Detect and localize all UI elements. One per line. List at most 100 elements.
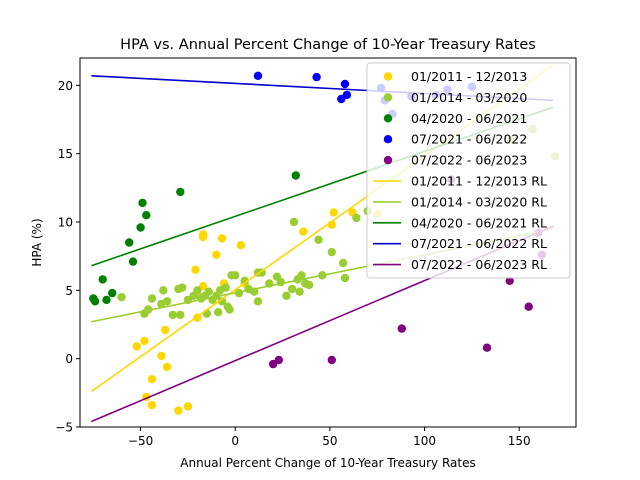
data-point <box>352 213 361 223</box>
x-tick-label: 50 <box>322 434 337 448</box>
legend-label: 04/2020 - 06/2021 RL <box>411 215 547 230</box>
y-axis-label: HPA (%) <box>30 218 44 266</box>
data-point <box>327 355 336 365</box>
legend: 01/2011 - 12/2013 01/2014 - 03/2020 04/202… <box>366 62 571 279</box>
legend-entry: 07/2021 - 06/2022 <box>383 132 527 147</box>
data-point <box>236 241 246 250</box>
data-point <box>140 336 149 346</box>
data-point <box>161 325 170 335</box>
data-point <box>108 288 117 298</box>
data-point <box>212 250 221 259</box>
legend-marker <box>383 135 393 144</box>
data-point <box>282 291 291 300</box>
legend-label: 07/2022 - 06/2023 RL <box>411 257 547 272</box>
data-point <box>287 284 297 294</box>
legend-entry: 07/2022 - 06/2023 RL <box>373 257 547 272</box>
legend-entry: 04/2020 - 06/2021 RL <box>373 215 547 230</box>
legend-label: 01/2014 - 03/2020 RL <box>411 194 547 209</box>
legend-marker <box>383 114 393 123</box>
scatter-series-3 <box>89 171 300 306</box>
legend-label: 07/2021 - 06/2022 <box>411 132 527 147</box>
data-point <box>204 287 213 296</box>
legend-entry: 04/2020 - 06/2021 <box>383 111 527 126</box>
data-point <box>240 276 249 285</box>
data-point <box>102 295 111 305</box>
data-point <box>147 400 157 410</box>
data-point <box>176 310 185 320</box>
data-point <box>304 280 314 290</box>
data-point <box>225 305 234 314</box>
data-point <box>505 276 514 285</box>
chart-title: HPA vs. Annual Percent Change of 10-Year… <box>120 37 536 53</box>
y-tick-label: 10 <box>58 216 73 230</box>
legend-entry: 07/2021 - 06/2022 RL <box>373 236 547 251</box>
data-point <box>168 310 177 320</box>
data-point <box>117 293 126 302</box>
legend-label: 01/2011 - 12/2013 <box>411 69 527 84</box>
data-point <box>342 90 352 100</box>
data-point <box>340 273 350 283</box>
legend-label: 04/2020 - 06/2021 <box>411 111 527 126</box>
data-point <box>291 171 300 180</box>
x-tick-label: 0 <box>231 434 239 448</box>
data-point <box>198 230 208 239</box>
x-axis-label: Annual Percent Change of 10-Year Treasur… <box>180 456 475 470</box>
legend-label: 07/2022 - 06/2023 <box>411 153 527 168</box>
data-point <box>217 234 227 243</box>
data-point <box>297 271 306 280</box>
data-point <box>289 217 299 227</box>
data-point <box>214 308 223 317</box>
data-point <box>193 286 202 295</box>
data-point <box>157 351 166 361</box>
data-point <box>174 406 183 415</box>
data-point <box>90 297 100 306</box>
legend-marker <box>383 155 393 165</box>
x-tick-label: 100 <box>413 434 436 448</box>
y-tick-label: 0 <box>65 352 73 366</box>
data-point <box>274 355 283 365</box>
data-point <box>217 297 227 306</box>
data-point <box>162 362 172 372</box>
data-point <box>482 343 492 352</box>
legend-label: 01/2014 - 03/2020 <box>411 90 527 105</box>
x-tick-label: −50 <box>128 434 153 448</box>
data-point <box>329 208 338 217</box>
legend-entry: 07/2022 - 06/2023 <box>383 153 527 168</box>
data-point <box>314 235 323 244</box>
data-point <box>147 294 157 303</box>
legend-box <box>366 62 571 279</box>
data-point <box>136 223 145 232</box>
data-point <box>128 257 138 266</box>
data-point <box>132 342 141 351</box>
y-tick-label: 5 <box>65 284 73 298</box>
data-point <box>159 286 168 295</box>
legend-entry: 01/2011 - 12/2013 <box>383 69 527 84</box>
legend-marker <box>383 72 393 81</box>
data-point <box>253 297 263 306</box>
legend-label: 07/2021 - 06/2022 RL <box>411 236 547 251</box>
legend-label: 01/2011 - 12/2013 RL <box>411 174 547 189</box>
data-point <box>162 297 172 306</box>
plot-frame <box>79 57 577 428</box>
data-point <box>253 71 263 81</box>
data-point <box>138 198 147 208</box>
data-point <box>231 271 240 280</box>
data-point <box>295 287 304 296</box>
data-point <box>327 247 336 257</box>
legend-entry: 01/2014 - 03/2020 RL <box>373 194 547 209</box>
legend-marker <box>383 93 393 102</box>
data-point <box>178 283 187 292</box>
data-point <box>312 72 321 82</box>
data-point <box>524 302 533 311</box>
y-tick-label: 15 <box>58 147 73 161</box>
y-tick-label: 20 <box>58 79 73 93</box>
data-point <box>221 283 230 292</box>
legend-entry: 01/2014 - 03/2020 <box>383 90 527 105</box>
x-tick-label: 150 <box>508 434 531 448</box>
data-point <box>191 265 200 274</box>
data-point <box>340 79 350 89</box>
data-point <box>147 375 157 384</box>
data-point <box>125 238 134 247</box>
data-point <box>299 227 308 236</box>
